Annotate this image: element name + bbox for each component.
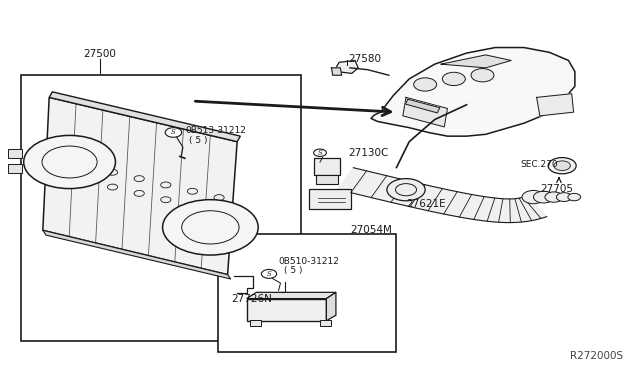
Text: S: S — [317, 149, 323, 157]
Text: 27054M: 27054M — [351, 225, 392, 235]
Text: 27621E: 27621E — [406, 199, 445, 209]
Bar — [250, 320, 261, 326]
Text: 0B513-31212: 0B513-31212 — [185, 126, 246, 135]
Circle shape — [413, 78, 436, 91]
Polygon shape — [537, 94, 573, 116]
Polygon shape — [371, 48, 575, 136]
Polygon shape — [441, 55, 511, 68]
Bar — [8, 149, 22, 158]
Circle shape — [24, 135, 115, 189]
Text: SEC.270: SEC.270 — [521, 160, 558, 169]
Text: 27705: 27705 — [540, 184, 573, 194]
Circle shape — [163, 200, 258, 255]
Circle shape — [522, 190, 545, 204]
Circle shape — [568, 193, 580, 201]
Polygon shape — [403, 97, 447, 127]
Circle shape — [314, 149, 326, 157]
Circle shape — [548, 158, 576, 174]
Bar — [309, 189, 351, 209]
Polygon shape — [326, 292, 336, 321]
Polygon shape — [246, 292, 336, 299]
Bar — [320, 320, 332, 326]
Text: 27726N: 27726N — [231, 294, 271, 304]
Bar — [218, 234, 396, 352]
Circle shape — [556, 193, 572, 202]
Text: ( 5 ): ( 5 ) — [189, 136, 207, 145]
Text: 27500: 27500 — [84, 49, 116, 59]
Bar — [20, 75, 301, 341]
Text: S: S — [267, 270, 271, 278]
Circle shape — [387, 179, 425, 201]
Circle shape — [471, 68, 494, 82]
Text: S: S — [171, 128, 176, 137]
Polygon shape — [49, 92, 241, 142]
Polygon shape — [338, 168, 547, 222]
Bar — [8, 164, 22, 173]
Circle shape — [261, 269, 276, 278]
Polygon shape — [43, 230, 231, 279]
Text: 0B510-31212: 0B510-31212 — [278, 257, 339, 266]
Circle shape — [165, 128, 182, 137]
Text: 27130C: 27130C — [349, 148, 389, 158]
Text: 27580: 27580 — [349, 54, 381, 64]
Circle shape — [534, 191, 554, 203]
Text: R272000S: R272000S — [570, 352, 623, 361]
Circle shape — [545, 192, 563, 202]
Text: ( 5 ): ( 5 ) — [284, 266, 302, 275]
Polygon shape — [43, 97, 237, 275]
Polygon shape — [405, 99, 440, 113]
Polygon shape — [332, 68, 342, 75]
Bar — [314, 158, 340, 175]
Polygon shape — [336, 61, 358, 73]
Bar — [316, 174, 338, 184]
Circle shape — [442, 72, 465, 86]
Polygon shape — [246, 299, 326, 321]
Circle shape — [554, 161, 570, 170]
